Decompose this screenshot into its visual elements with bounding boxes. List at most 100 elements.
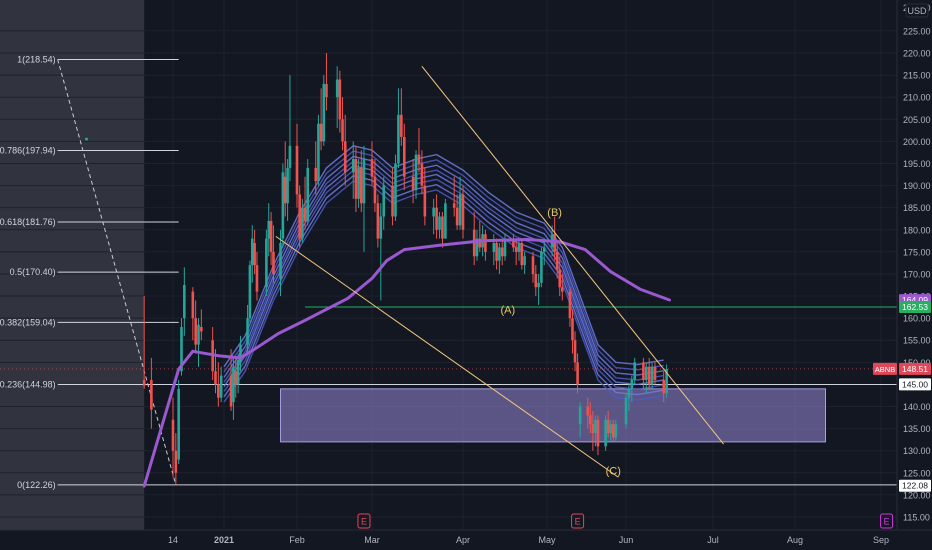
- candle-body: [303, 207, 307, 221]
- candle-body: [417, 154, 421, 164]
- fibonacci-levels: 1(218.54) 0.786(197.94) 0.618(181.76) 0.5(1…: [0, 54, 179, 490]
- candle-body: [142, 380, 146, 386]
- time-axis-label: Feb: [289, 535, 305, 545]
- fib-level-label: 0.5(170.40): [10, 267, 56, 277]
- candle-body: [523, 256, 526, 266]
- candle-body: [246, 318, 249, 345]
- candle-body: [435, 207, 438, 230]
- time-axis-label: May: [538, 535, 556, 545]
- candle-body: [650, 366, 654, 385]
- candle-body: [558, 269, 562, 288]
- ema-ribbon-line: [223, 175, 664, 398]
- candle-body: [197, 324, 200, 345]
- candle-body: [191, 291, 195, 319]
- candle-body: [606, 419, 610, 434]
- candle-body: [438, 216, 441, 230]
- candle-body: [484, 234, 487, 252]
- price-axis-tick-label: 140.00: [903, 402, 931, 412]
- candle-body: [298, 194, 301, 239]
- candle-body: [180, 326, 183, 372]
- earnings-marker[interactable]: E: [571, 513, 585, 529]
- candle-body: [520, 243, 524, 266]
- candle-body: [420, 163, 424, 186]
- price-axis-tick-label: 170.00: [903, 269, 931, 279]
- candle-body: [379, 216, 383, 239]
- candle-body: [665, 368, 668, 394]
- candle-body: [279, 243, 282, 279]
- candle-body: [423, 185, 427, 217]
- candle-body: [174, 450, 178, 473]
- candle-body: [458, 194, 462, 226]
- price-tag-box: [899, 378, 931, 391]
- candle-body: [432, 207, 435, 217]
- time-axis-label: Sep: [873, 535, 889, 545]
- wave-labels: (A) (B) (C): [500, 207, 620, 478]
- time-axis-label: Aug: [787, 535, 803, 545]
- candle-body: [319, 123, 323, 142]
- price-axis-tick-label: 160.00: [903, 314, 931, 324]
- price-axis-tick-label: 195.00: [903, 159, 931, 169]
- candle-body: [286, 167, 289, 204]
- candle-body: [306, 167, 310, 221]
- fib-diagonal: [57, 59, 177, 486]
- currency-badge[interactable]: [905, 3, 929, 18]
- candle-body: [586, 406, 590, 416]
- candle-body: [653, 366, 657, 381]
- price-axis-tick-label: 220.00: [903, 49, 931, 59]
- candle-body: [255, 265, 259, 292]
- currency-label: USD: [907, 6, 927, 16]
- candle-body: [272, 251, 275, 274]
- candle-body: [265, 238, 268, 288]
- candle-body: [219, 375, 223, 398]
- candle-body: [642, 362, 645, 381]
- price-axis-tick-label: 215.00: [903, 71, 931, 81]
- fib-level-label: 0(122.26): [17, 480, 56, 490]
- earnings-marker[interactable]: E: [357, 513, 371, 529]
- candle-body: [578, 406, 582, 425]
- candle-body: [301, 207, 304, 239]
- candle-body: [253, 243, 256, 266]
- shaded-range-box: [0, 0, 145, 530]
- candle-body: [288, 145, 292, 168]
- candle-body: [589, 415, 592, 425]
- price-axis-tick-label: 185.00: [903, 203, 931, 213]
- candle-body: [503, 238, 507, 257]
- earnings-marker-label: E: [575, 517, 581, 527]
- candle-body: [596, 419, 600, 447]
- candle-body: [232, 366, 235, 403]
- marker-dot: [85, 137, 88, 141]
- fib-level-label: 0.236(144.98): [0, 380, 56, 390]
- candle-body: [594, 419, 597, 434]
- price-tag-label: 148.51: [902, 364, 928, 374]
- candle-body: [402, 136, 406, 177]
- candle-body: [341, 119, 344, 142]
- earnings-marker[interactable]: E: [880, 513, 894, 529]
- ma200-layer: [142, 238, 671, 488]
- candle-body: [214, 371, 217, 385]
- candle-body: [239, 344, 242, 363]
- time-axis[interactable]: 14 2021 Feb Mar Apr May Jun Jul Aug Sep: [0, 529, 932, 545]
- candle-body: [359, 167, 363, 204]
- candle-body: [492, 243, 496, 252]
- candle-body: [373, 176, 377, 204]
- candle-body: [609, 424, 613, 434]
- price-axis-tick-label: 190.00: [903, 181, 931, 191]
- candle-body: [604, 419, 607, 447]
- earnings-marker-box: [571, 513, 585, 529]
- candle-body: [568, 291, 572, 319]
- ema-ribbon-line: [223, 164, 664, 387]
- symbol-tag-label: ABNB: [875, 365, 895, 374]
- candle-body: [624, 397, 628, 425]
- candle-body: [517, 243, 521, 252]
- candle-body: [647, 366, 651, 385]
- candle-body: [376, 203, 380, 239]
- price-axis-tick-label: 120.00: [903, 490, 931, 500]
- candle-body: [441, 216, 444, 239]
- candle-body: [200, 326, 203, 332]
- time-axis-label: Jul: [707, 535, 719, 545]
- candle-body: [357, 167, 360, 199]
- price-axis-tick-label: 175.00: [903, 247, 931, 257]
- candle-body: [461, 194, 465, 230]
